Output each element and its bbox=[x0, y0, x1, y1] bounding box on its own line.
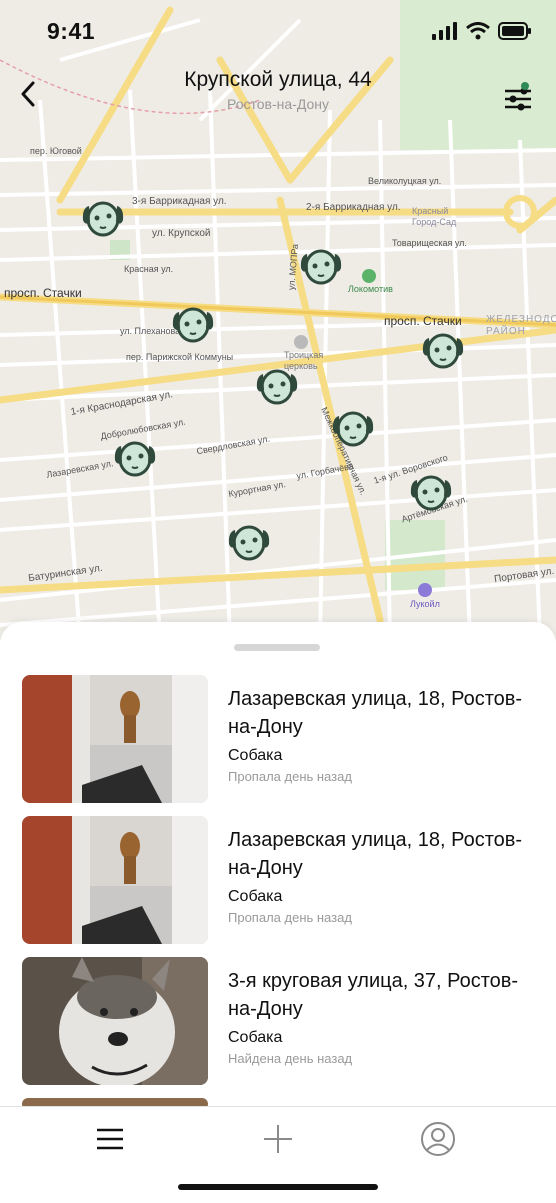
status-time: 9:41 bbox=[47, 18, 96, 44]
notification-dot bbox=[521, 82, 529, 90]
map-label-poi: Троицкая церковь bbox=[284, 350, 324, 371]
item-address: Лазаревская улица, 18, Ростов-на-Дону bbox=[228, 829, 523, 879]
pet-photo bbox=[22, 816, 208, 944]
dog-face-icon[interactable] bbox=[112, 436, 158, 480]
page-subtitle: Ростов-на-Дону bbox=[227, 96, 329, 112]
map[interactable]: просп. Стачки просп. Стачки 3-я Баррикад… bbox=[0, 0, 556, 640]
item-address: 3-я круговая улица, 37, Ростов-на-Дону bbox=[228, 970, 519, 1020]
map-streets bbox=[0, 0, 556, 640]
dog-face-icon[interactable] bbox=[298, 244, 344, 288]
dog-face-icon[interactable] bbox=[330, 406, 376, 450]
page-title: Крупской улица, 44 bbox=[184, 68, 372, 91]
tab-menu[interactable] bbox=[90, 1119, 130, 1159]
dog-face-icon[interactable] bbox=[80, 196, 126, 240]
map-label-poi: Лукойл bbox=[410, 599, 440, 609]
back-button[interactable] bbox=[12, 78, 44, 110]
dog-face-icon[interactable] bbox=[408, 470, 454, 514]
tab-add[interactable] bbox=[258, 1119, 298, 1159]
sheet-drag-handle[interactable] bbox=[234, 644, 320, 651]
item-type: Собака bbox=[228, 747, 283, 764]
dog-face-icon[interactable] bbox=[254, 364, 300, 408]
status-bar: 9:41 bbox=[0, 0, 556, 62]
tab-profile[interactable] bbox=[418, 1119, 458, 1159]
home-indicator bbox=[178, 1184, 378, 1190]
item-type: Собака bbox=[228, 888, 283, 905]
item-address: Лазаревская улица, 18, Ростов-на-Дону bbox=[228, 688, 523, 738]
map-label-street: просп. Стачки bbox=[4, 286, 82, 300]
dog-face-icon[interactable] bbox=[170, 302, 216, 346]
dog-face-icon[interactable] bbox=[420, 328, 466, 372]
map-label-street: Великолуцкая ул. bbox=[368, 176, 442, 186]
chevron-left-icon bbox=[21, 81, 35, 107]
map-label-street: просп. Стачки bbox=[384, 314, 462, 328]
map-label-street: ул. Крупской bbox=[152, 228, 211, 239]
status-icons bbox=[432, 22, 532, 40]
map-label-street: Товарищеская ул. bbox=[392, 238, 467, 248]
map-label-street: пер. Парижской Коммуны bbox=[126, 352, 234, 362]
item-status: Пропала день назад bbox=[228, 769, 352, 784]
map-label-poi: ЖЕЛЕЗНОДОРОЖНЫЙ РАЙОН bbox=[486, 314, 556, 337]
map-label-street: Красная ул. bbox=[124, 264, 174, 274]
pet-photo bbox=[22, 957, 208, 1085]
pet-photo bbox=[22, 675, 208, 803]
item-status: Найдена день назад bbox=[228, 1051, 353, 1066]
dog-face-icon[interactable] bbox=[226, 520, 272, 564]
battery-icon bbox=[498, 22, 531, 40]
list-item[interactable]: Лазаревская улица, 18, Ростов-на-Дону Со… bbox=[22, 675, 542, 803]
item-type: Собака bbox=[228, 1029, 283, 1046]
signal-icon bbox=[432, 22, 457, 40]
plus-icon bbox=[264, 1125, 292, 1153]
list-item[interactable]: 3-я круговая улица, 37, Ростов-на-Дону С… bbox=[22, 957, 542, 1085]
filter-icon bbox=[505, 82, 531, 111]
map-label-street: ул. Плеханова bbox=[120, 326, 181, 336]
profile-icon bbox=[421, 1122, 455, 1156]
results-sheet[interactable]: Лазаревская улица, 18, Ростов-на-Дону Со… bbox=[0, 622, 556, 1202]
map-label-poi: Локомотив bbox=[348, 284, 393, 294]
list-item[interactable]: Лазаревская улица, 18, Ростов-на-Дону Со… bbox=[22, 816, 542, 944]
map-label-street: 3-я Баррикадная ул. bbox=[132, 196, 227, 207]
filter-button[interactable] bbox=[502, 82, 536, 114]
map-label-poi: Красный Город-Сад bbox=[412, 206, 457, 227]
map-label-street: пер. Юговой bbox=[30, 146, 82, 156]
item-status: Пропала день назад bbox=[228, 910, 352, 925]
wifi-icon bbox=[466, 22, 490, 40]
menu-icon bbox=[97, 1128, 123, 1150]
map-label-street: 2-я Баррикадная ул. bbox=[306, 202, 401, 213]
